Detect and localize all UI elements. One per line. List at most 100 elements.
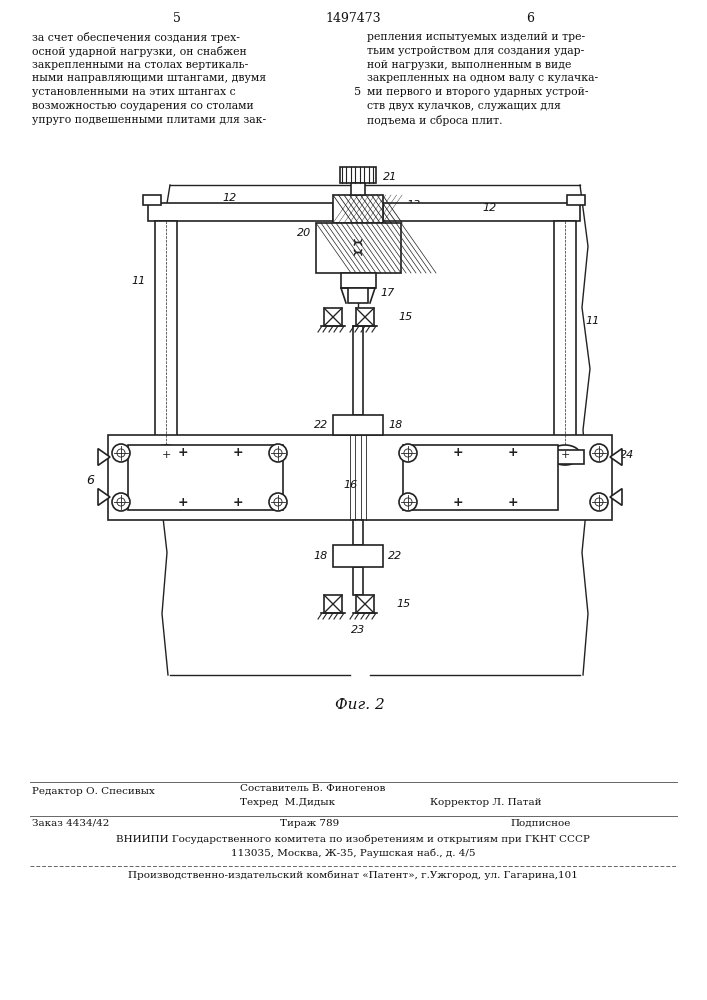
Ellipse shape bbox=[151, 445, 182, 465]
Text: +: + bbox=[452, 495, 463, 508]
Text: Подписное: Подписное bbox=[510, 819, 571, 828]
Text: 5: 5 bbox=[354, 87, 361, 97]
Circle shape bbox=[404, 449, 412, 457]
Text: подъема и сброса плит.: подъема и сброса плит. bbox=[367, 115, 503, 126]
Circle shape bbox=[269, 493, 287, 511]
Bar bbox=[351, 183, 365, 195]
Bar bbox=[348, 288, 368, 303]
Bar bbox=[554, 221, 576, 455]
Circle shape bbox=[595, 449, 603, 457]
Text: 24: 24 bbox=[620, 450, 634, 460]
Bar bbox=[324, 308, 342, 326]
Text: ми первого и второго ударных устрой-: ми первого и второго ударных устрой- bbox=[367, 87, 588, 97]
Text: Фиг. 2: Фиг. 2 bbox=[335, 698, 385, 712]
Circle shape bbox=[399, 493, 417, 511]
Text: 22: 22 bbox=[314, 420, 328, 430]
Text: 22: 22 bbox=[388, 551, 402, 561]
Text: Техред  М.Дидык: Техред М.Дидык bbox=[240, 798, 335, 807]
Circle shape bbox=[590, 493, 608, 511]
Text: осной ударной нагрузки, он снабжен: осной ударной нагрузки, он снабжен bbox=[32, 46, 247, 57]
Text: +: + bbox=[561, 450, 570, 460]
Bar bbox=[356, 308, 374, 326]
Circle shape bbox=[590, 444, 608, 462]
Text: закрепленными на столах вертикаль-: закрепленными на столах вертикаль- bbox=[32, 60, 248, 70]
Text: 1497473: 1497473 bbox=[325, 12, 381, 25]
Circle shape bbox=[274, 449, 282, 457]
Polygon shape bbox=[98, 489, 110, 505]
Text: Составитель В. Финогенов: Составитель В. Финогенов bbox=[240, 784, 385, 793]
Bar bbox=[567, 195, 585, 205]
Text: тьим устройством для создания удар-: тьим устройством для создания удар- bbox=[367, 46, 584, 56]
Bar bbox=[356, 595, 374, 613]
Bar bbox=[333, 415, 383, 435]
Text: 15: 15 bbox=[396, 599, 410, 609]
Text: возможностью соударения со столами: возможностью соударения со столами bbox=[32, 101, 254, 111]
Text: +: + bbox=[161, 450, 170, 460]
Bar bbox=[353, 326, 363, 415]
Text: 18: 18 bbox=[314, 551, 328, 561]
Polygon shape bbox=[610, 449, 622, 465]
Text: Редактор О. Спесивых: Редактор О. Спесивых bbox=[32, 787, 155, 796]
Bar bbox=[333, 545, 383, 567]
Bar bbox=[383, 203, 580, 221]
Text: +: + bbox=[508, 446, 518, 460]
Text: закрепленных на одном валу с кулачка-: закрепленных на одном валу с кулачка- bbox=[367, 73, 598, 83]
Text: Заказ 4434/42: Заказ 4434/42 bbox=[32, 819, 110, 828]
Bar bbox=[147, 450, 185, 464]
Bar bbox=[353, 567, 363, 595]
Text: 13: 13 bbox=[406, 200, 420, 210]
Bar bbox=[143, 195, 161, 205]
Text: 12: 12 bbox=[223, 193, 237, 203]
Bar bbox=[148, 203, 333, 221]
Text: +: + bbox=[177, 446, 188, 460]
Text: +: + bbox=[508, 495, 518, 508]
Bar bbox=[403, 445, 558, 510]
Text: ВНИИПИ Государственного комитета по изобретениям и открытиям при ГКНТ СССР: ВНИИПИ Государственного комитета по изоб… bbox=[116, 834, 590, 844]
Text: Тираж 789: Тираж 789 bbox=[281, 819, 339, 828]
Bar bbox=[108, 435, 612, 520]
Text: ными направляющими штангами, двумя: ными направляющими штангами, двумя bbox=[32, 73, 266, 83]
Text: 6: 6 bbox=[86, 474, 94, 487]
Text: Корректор Л. Патай: Корректор Л. Патай bbox=[430, 798, 542, 807]
Circle shape bbox=[404, 498, 412, 506]
Text: +: + bbox=[177, 495, 188, 508]
Bar bbox=[341, 273, 376, 288]
Text: +: + bbox=[452, 446, 463, 460]
Text: упруго подвешенными плитами для зак-: упруго подвешенными плитами для зак- bbox=[32, 115, 266, 125]
Ellipse shape bbox=[549, 445, 580, 465]
Bar bbox=[128, 445, 283, 510]
Text: 113035, Москва, Ж-35, Раушская наб., д. 4/5: 113035, Москва, Ж-35, Раушская наб., д. … bbox=[230, 848, 475, 857]
Bar bbox=[340, 167, 376, 183]
Circle shape bbox=[595, 498, 603, 506]
Bar bbox=[353, 520, 363, 545]
Text: Производственно-издательский комбинат «Патент», г.Ужгород, ул. Гагарина,101: Производственно-издательский комбинат «П… bbox=[128, 870, 578, 880]
Circle shape bbox=[112, 444, 130, 462]
Bar bbox=[324, 595, 342, 613]
Text: 15: 15 bbox=[398, 312, 412, 322]
Text: 21: 21 bbox=[383, 172, 397, 182]
Circle shape bbox=[399, 444, 417, 462]
Text: 16: 16 bbox=[343, 480, 357, 490]
Circle shape bbox=[112, 493, 130, 511]
Text: 6: 6 bbox=[526, 12, 534, 25]
Circle shape bbox=[117, 498, 125, 506]
Text: ств двух кулачков, служащих для: ств двух кулачков, служащих для bbox=[367, 101, 561, 111]
Text: 17: 17 bbox=[380, 288, 395, 298]
Circle shape bbox=[117, 449, 125, 457]
Circle shape bbox=[274, 498, 282, 506]
Bar bbox=[333, 195, 383, 223]
Text: 23: 23 bbox=[351, 625, 365, 635]
Bar bbox=[316, 223, 401, 273]
Text: за счет обеспечения создания трех-: за счет обеспечения создания трех- bbox=[32, 32, 240, 43]
Text: 6: 6 bbox=[154, 458, 162, 472]
Text: репления испытуемых изделий и тре-: репления испытуемых изделий и тре- bbox=[367, 32, 585, 42]
Polygon shape bbox=[98, 449, 110, 465]
Text: +: + bbox=[233, 495, 243, 508]
Bar bbox=[546, 450, 584, 464]
Text: 11: 11 bbox=[585, 316, 600, 326]
Polygon shape bbox=[610, 489, 622, 505]
Bar bbox=[155, 221, 177, 455]
Text: установленными на этих штангах с: установленными на этих штангах с bbox=[32, 87, 235, 97]
Text: 5: 5 bbox=[173, 12, 181, 25]
Circle shape bbox=[269, 444, 287, 462]
